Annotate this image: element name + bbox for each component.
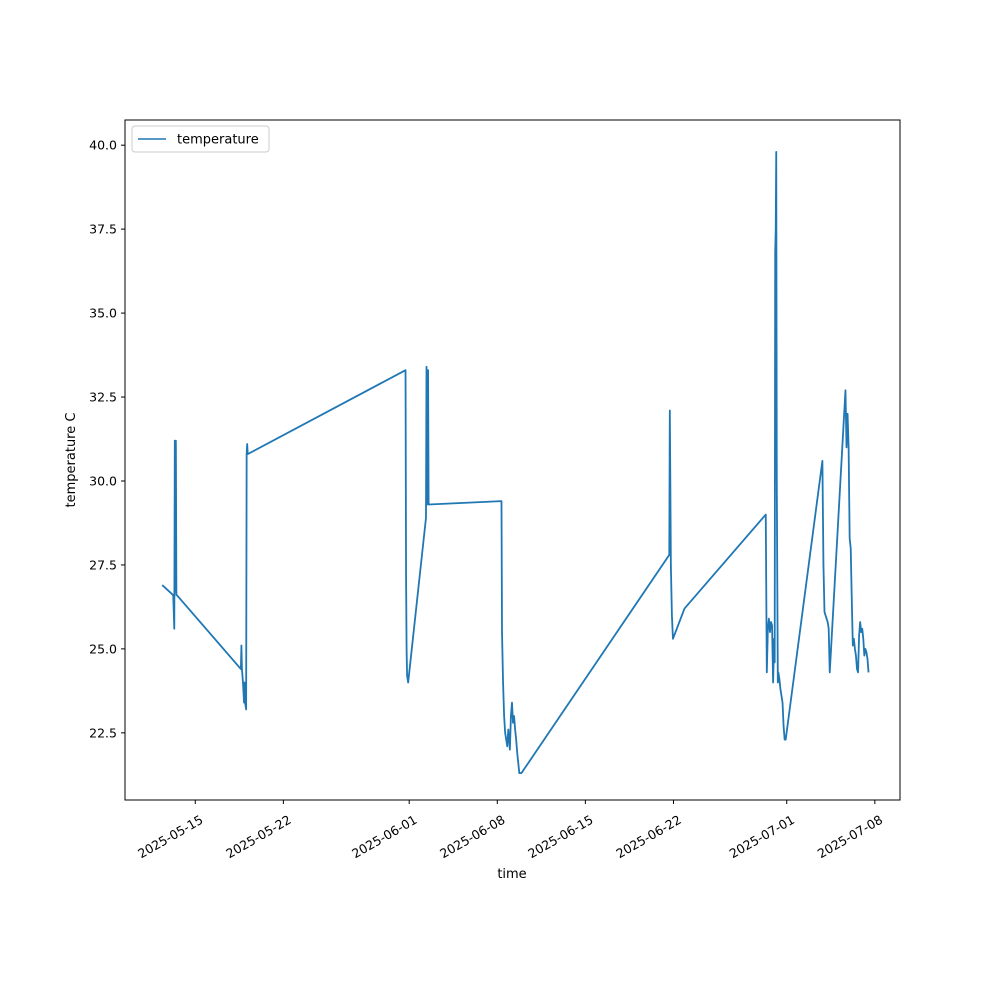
y-tick-label: 32.5: [89, 390, 117, 405]
y-axis-label: temperature C: [64, 413, 79, 508]
y-tick-label: 27.5: [89, 557, 117, 572]
x-axis-label: time: [497, 867, 526, 882]
y-axis: 22.5 25.0 27.5 30.0 32.5 35.0 37.5 40.0: [89, 138, 125, 740]
y-tick-label: 22.5: [89, 725, 117, 740]
y-tick-label: 35.0: [89, 306, 117, 321]
series-line-temperature: [161, 150, 870, 775]
legend: temperature: [131, 125, 270, 153]
series-layer: [161, 150, 870, 775]
y-tick-label: 37.5: [89, 222, 117, 237]
y-tick-label: 30.0: [89, 473, 117, 488]
plot-frame: [124, 119, 901, 801]
legend-entry-temperature: temperature: [177, 133, 259, 148]
y-tick-label: 40.0: [89, 138, 117, 153]
legend-box: [131, 125, 270, 153]
y-tick-label: 25.0: [89, 641, 117, 656]
plot-area: [125, 120, 900, 800]
